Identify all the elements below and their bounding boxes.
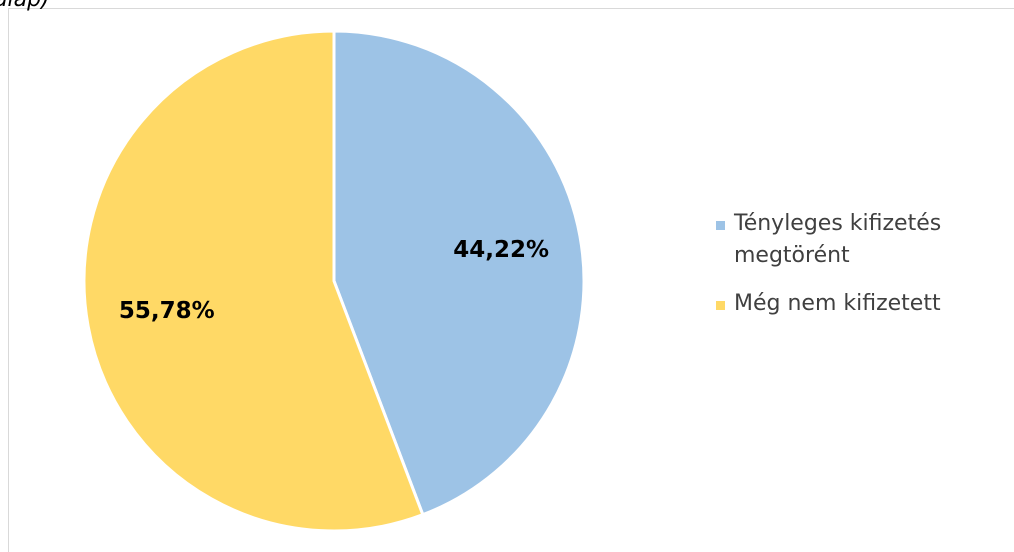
legend-item: Tényleges kifizetés megtörént bbox=[712, 208, 1012, 272]
chart-frame bbox=[8, 8, 1014, 552]
legend-item: Még nem kifizetett bbox=[712, 288, 1012, 320]
chart-subtitle: alap) bbox=[0, 0, 50, 12]
legend-swatch bbox=[716, 221, 725, 230]
legend-label: Még nem kifizetett bbox=[734, 291, 941, 316]
legend-label: Tényleges kifizetés megtörént bbox=[734, 211, 942, 268]
pie-slice bbox=[82, 29, 425, 533]
legend-swatch bbox=[716, 301, 725, 310]
pie-slice bbox=[332, 29, 586, 517]
data-label: 44,22% bbox=[453, 237, 549, 263]
pie: 44,22% 55,78% bbox=[82, 29, 586, 533]
data-label: 55,78% bbox=[119, 298, 215, 324]
legend: Tényleges kifizetés megtörént Még nem kif… bbox=[712, 208, 1012, 336]
